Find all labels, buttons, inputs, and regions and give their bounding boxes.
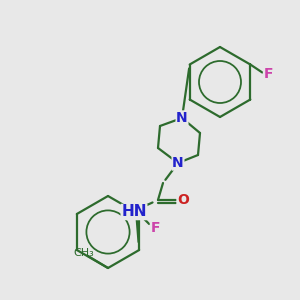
Text: HN: HN: [121, 205, 147, 220]
Text: N: N: [172, 156, 184, 170]
Text: CH₃: CH₃: [74, 248, 94, 258]
Text: F: F: [150, 221, 160, 235]
Text: F: F: [264, 68, 273, 82]
Text: O: O: [177, 193, 189, 207]
Text: N: N: [176, 111, 188, 125]
